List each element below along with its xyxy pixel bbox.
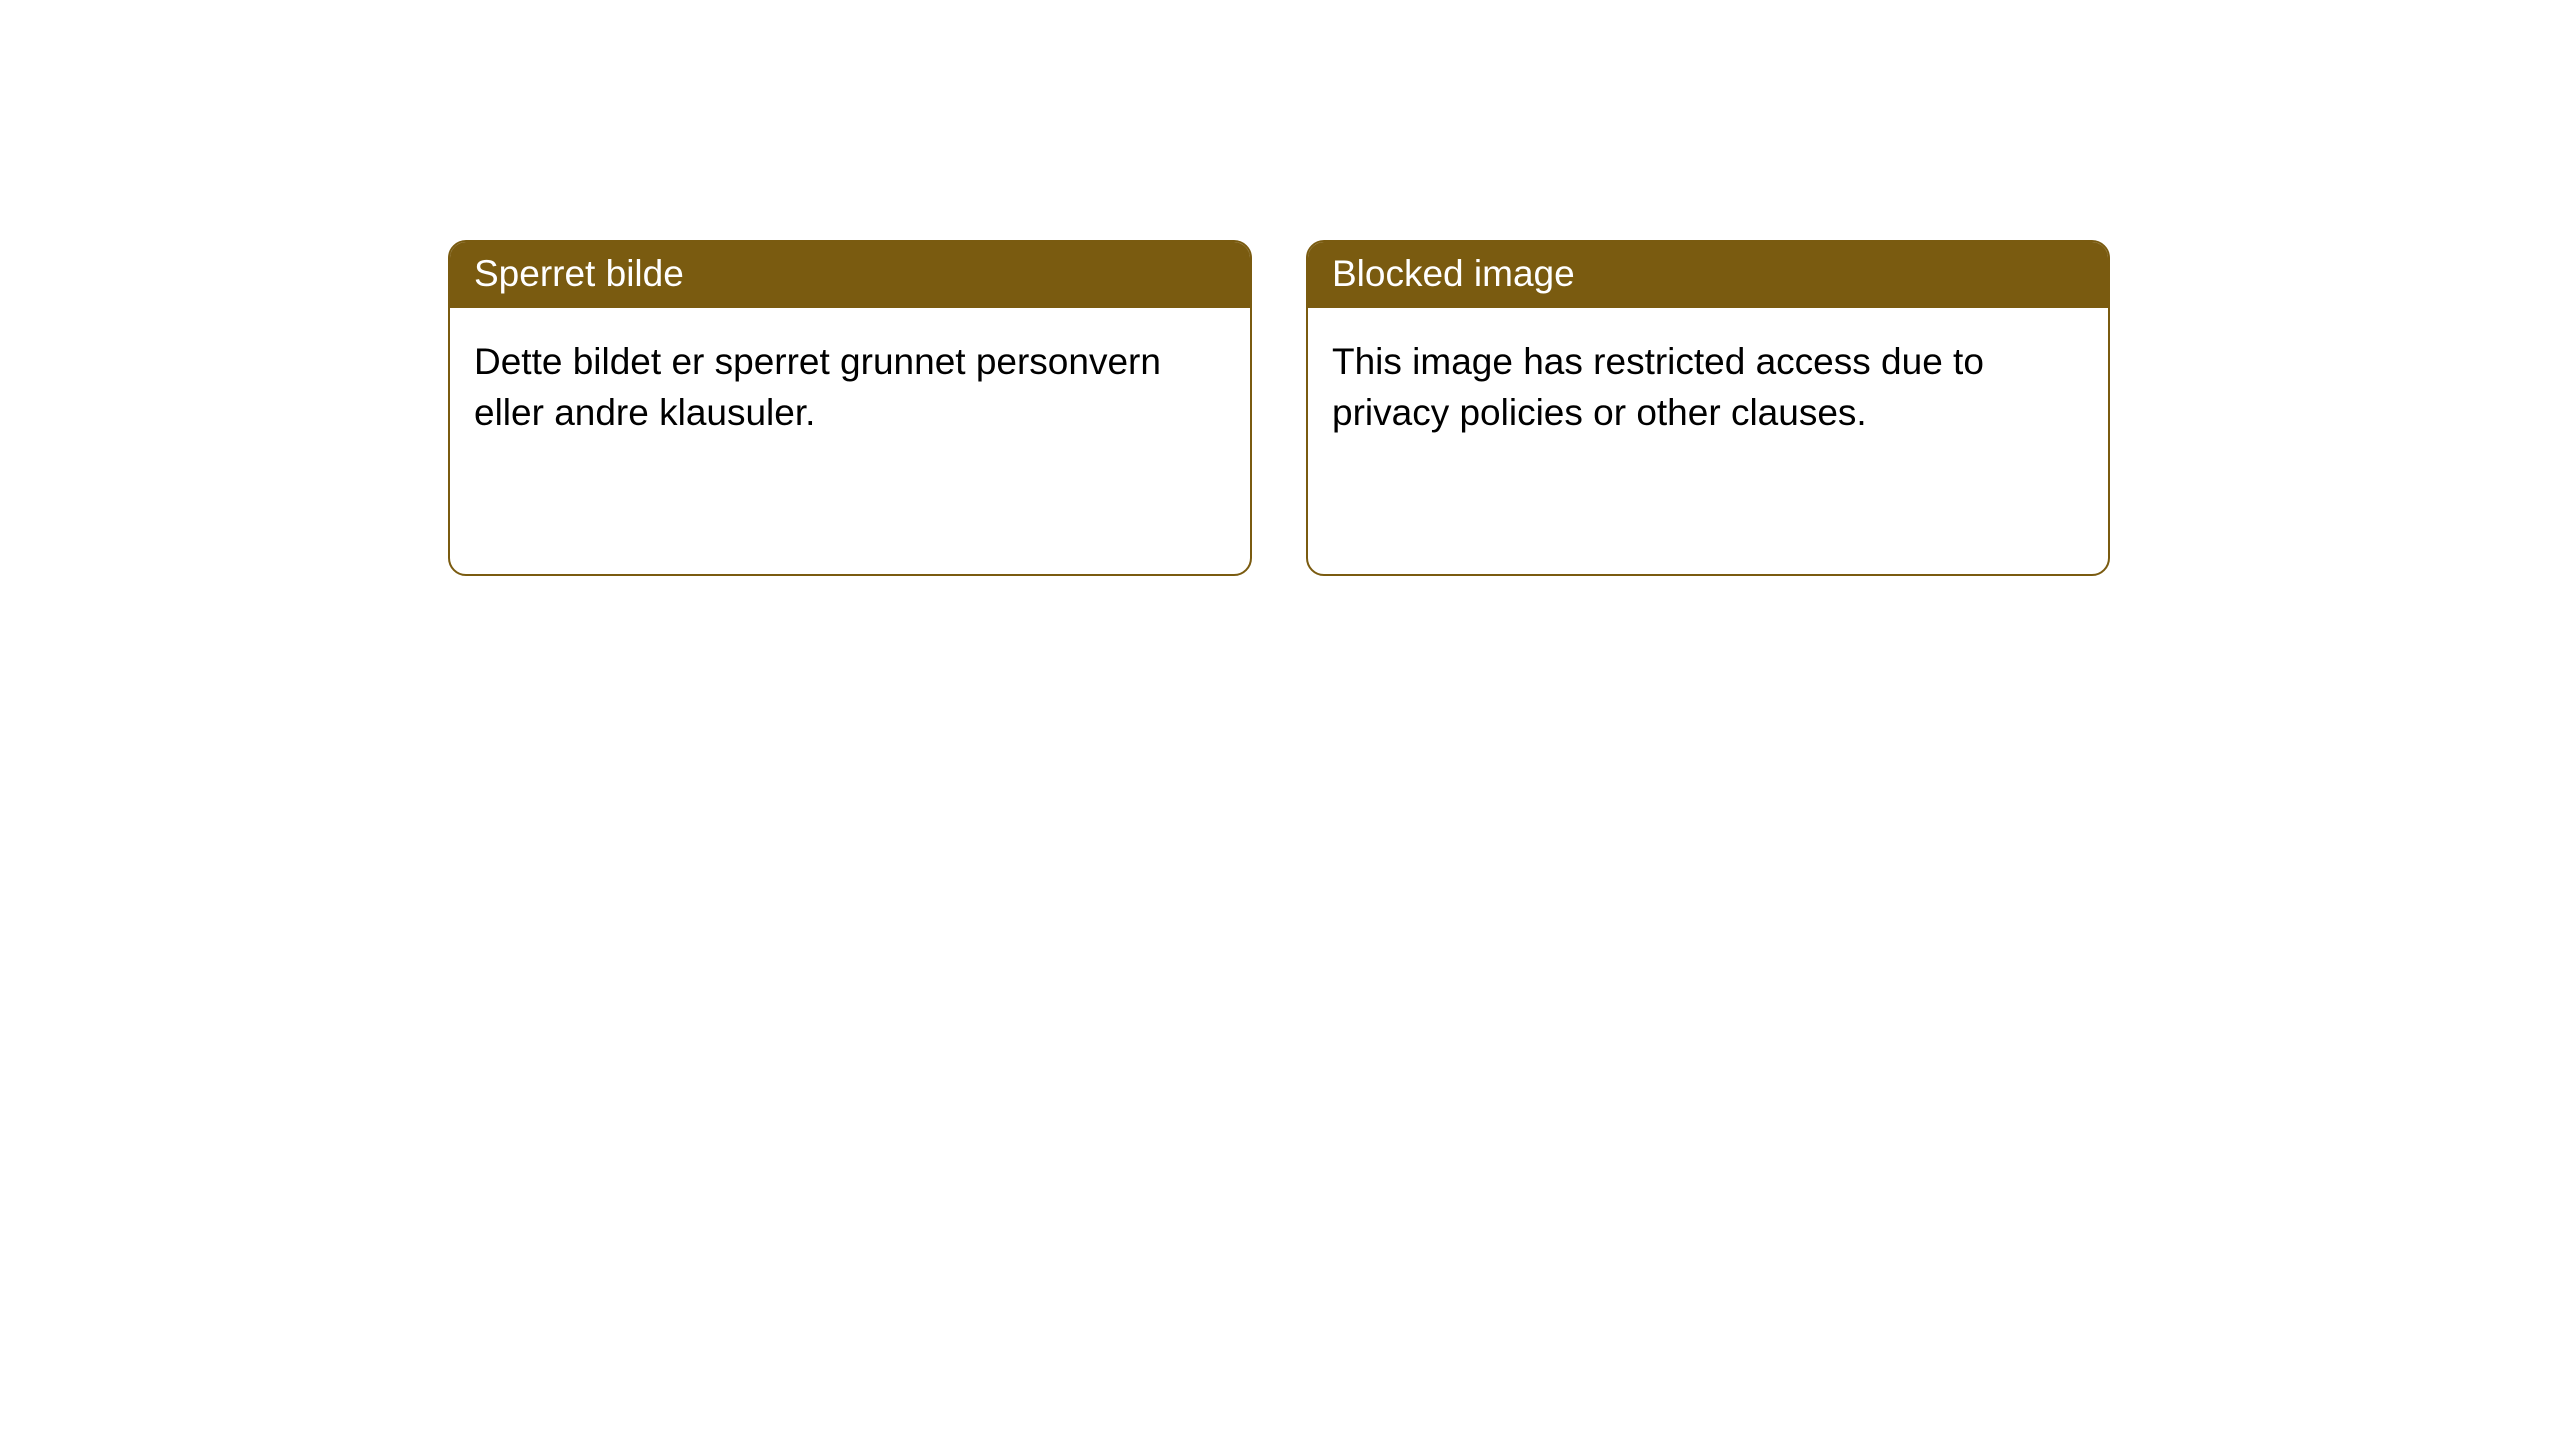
panel-body-en: This image has restricted access due to … [1308, 308, 2108, 462]
notice-container: Sperret bilde Dette bildet er sperret gr… [0, 0, 2560, 576]
panel-title-no: Sperret bilde [450, 242, 1250, 308]
blocked-image-panel-no: Sperret bilde Dette bildet er sperret gr… [448, 240, 1252, 576]
panel-body-no: Dette bildet er sperret grunnet personve… [450, 308, 1250, 462]
blocked-image-panel-en: Blocked image This image has restricted … [1306, 240, 2110, 576]
panel-title-en: Blocked image [1308, 242, 2108, 308]
